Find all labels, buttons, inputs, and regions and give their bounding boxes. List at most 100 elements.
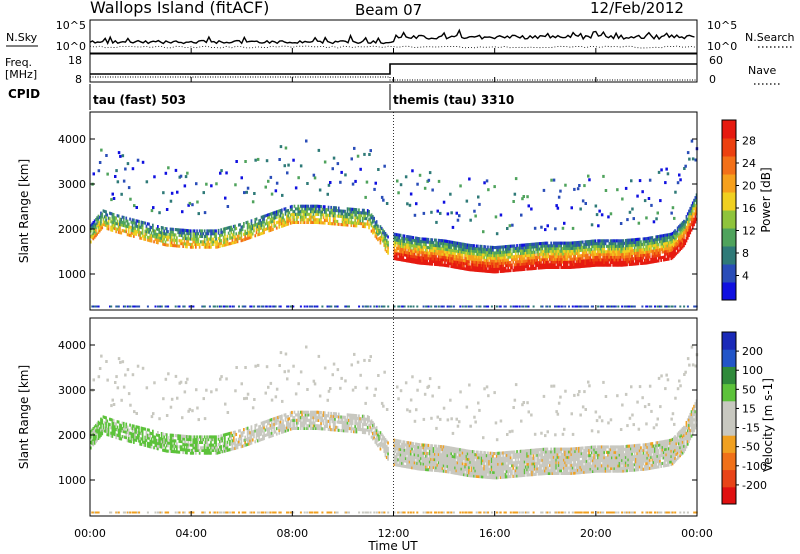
power-cell <box>399 252 402 256</box>
power-cell <box>686 151 690 155</box>
power-cell <box>474 266 477 270</box>
power-cell <box>129 305 132 308</box>
power-cell <box>312 218 315 222</box>
power-cell <box>141 229 144 233</box>
power-cell <box>484 258 487 262</box>
velocity-cell <box>229 448 231 452</box>
velocity-cell <box>232 436 235 440</box>
power-cell <box>434 262 436 266</box>
power-cell <box>370 224 373 228</box>
velocity-cell <box>109 417 111 421</box>
velocity-cell <box>100 354 103 358</box>
power-cell <box>181 210 184 214</box>
power-cell <box>542 258 545 262</box>
power-cell <box>546 247 549 251</box>
power-cell <box>694 204 697 208</box>
power-cell <box>471 268 474 272</box>
power-cell <box>589 250 592 254</box>
power-cell <box>670 235 673 239</box>
power-cell <box>455 241 458 245</box>
power-cell <box>655 251 657 255</box>
power-cell <box>569 241 571 245</box>
velocity-cell <box>236 446 239 450</box>
velocity-cell <box>265 419 268 423</box>
velocity-cell <box>183 390 187 394</box>
power-cell <box>674 237 676 241</box>
power-cell <box>550 257 552 261</box>
power-cell <box>344 209 346 213</box>
power-cell <box>526 243 528 247</box>
velocity-cell <box>288 417 291 421</box>
power-cell <box>188 305 191 308</box>
velocity-cell <box>116 433 119 437</box>
velocity-cell <box>203 446 206 450</box>
velocity-cell <box>231 433 234 437</box>
power-cell <box>512 247 515 251</box>
power-cell <box>105 154 108 157</box>
velocity-cell <box>219 440 221 444</box>
power-cell <box>440 255 442 259</box>
power-cell <box>195 240 197 244</box>
power-cell <box>578 257 580 261</box>
velocity-cell <box>133 424 135 428</box>
power-cell <box>493 259 496 263</box>
power-cell <box>502 264 504 268</box>
power-cell <box>409 259 412 263</box>
noise-left-label: N.Sky <box>6 31 38 44</box>
power-cell <box>602 263 604 267</box>
power-cell <box>552 255 555 259</box>
velocity-cell <box>250 438 253 442</box>
velocity-cell <box>217 451 220 455</box>
power-cell <box>193 242 196 246</box>
power-cell <box>564 183 567 187</box>
power-cell <box>624 247 627 251</box>
power-cell <box>533 256 536 260</box>
power-cell <box>471 246 474 250</box>
velocity-cell <box>167 511 170 514</box>
power-cell <box>93 222 96 226</box>
power-cell <box>669 232 671 236</box>
velocity-cell <box>152 429 154 433</box>
power-cell <box>503 305 506 308</box>
velocity-cell <box>140 442 143 446</box>
power-cell <box>268 229 270 233</box>
power-cell <box>323 218 326 222</box>
power-cell <box>393 240 396 244</box>
power-cell <box>195 232 197 236</box>
power-cell <box>131 229 134 233</box>
power-cell <box>573 249 575 253</box>
power-cell <box>283 207 286 211</box>
power-cell <box>450 251 453 255</box>
power-cell <box>146 305 149 308</box>
power-cell <box>167 238 169 242</box>
power-cell <box>334 211 336 215</box>
power-cell <box>170 235 173 239</box>
power-cell <box>421 261 423 265</box>
power-cell <box>664 247 666 251</box>
velocity-cell <box>158 511 161 514</box>
power-cell <box>461 261 464 265</box>
power-cell <box>157 227 159 231</box>
velocity-cell <box>215 448 217 452</box>
power-cell <box>618 242 621 246</box>
power-cell <box>98 223 101 227</box>
power-cell <box>679 237 681 241</box>
power-cell <box>251 200 255 204</box>
power-cell <box>320 213 322 217</box>
power-cell <box>517 268 520 272</box>
power-cell <box>423 253 426 257</box>
power-cell <box>325 216 327 220</box>
power-cell <box>463 248 465 252</box>
power-cell <box>186 237 188 241</box>
velocity-cell <box>92 511 95 514</box>
power-cell <box>267 227 269 231</box>
power-cell <box>542 263 545 267</box>
power-cell <box>611 258 613 262</box>
power-cell <box>483 269 485 273</box>
power-cell <box>326 208 329 212</box>
power-cell <box>187 242 190 246</box>
power-cell <box>146 230 149 234</box>
power-cell <box>440 249 442 253</box>
power-cell <box>541 258 544 262</box>
power-cell <box>485 179 489 183</box>
